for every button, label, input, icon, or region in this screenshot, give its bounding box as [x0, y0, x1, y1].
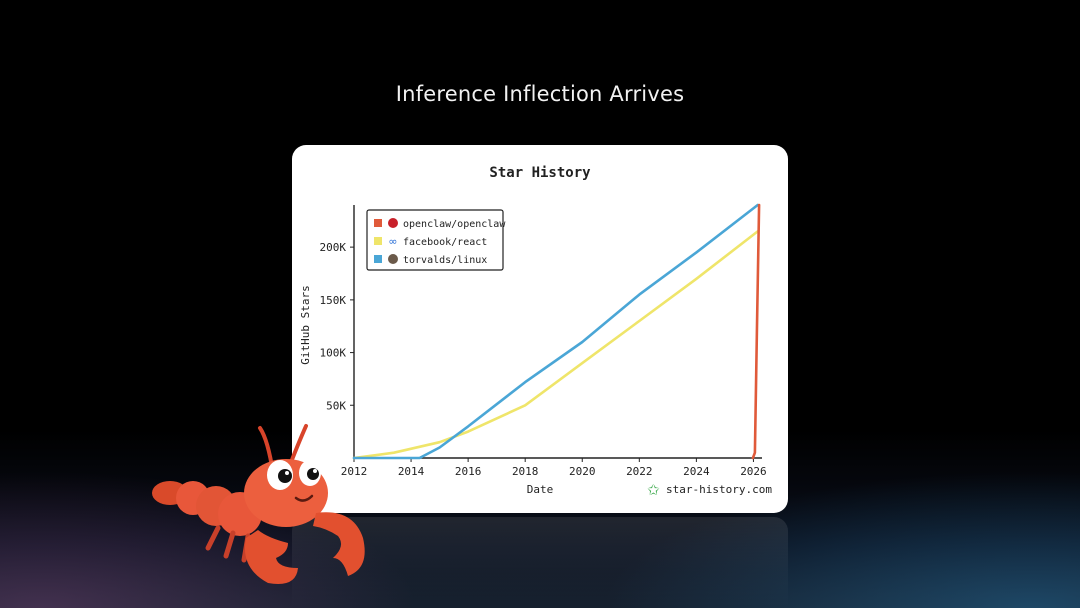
- series-line-openclaw: [751, 203, 761, 460]
- legend-label-react: facebook/react: [403, 237, 487, 248]
- legend-label-linux: torvalds/linux: [403, 255, 487, 266]
- x-axis-ticks: 2012 2014 2016 2018 2020 2022 2024 2026: [341, 458, 767, 478]
- x-axis-label: Date: [527, 483, 554, 496]
- lobster-eye-shine-left: [285, 471, 289, 475]
- y-axis-label: GitHub Stars: [299, 285, 312, 364]
- lobster-pupil-left: [278, 469, 292, 483]
- legend-swatch-react: [374, 237, 382, 245]
- legend-swatch-openclaw: [374, 219, 382, 227]
- headline: Inference Inflection Arrives: [395, 82, 685, 106]
- lobster-claw-right: [313, 512, 365, 576]
- y-tick-label: 200K: [320, 241, 347, 254]
- meta-infinity-icon: ∞: [388, 235, 397, 248]
- branding-text: star-history.com: [666, 483, 772, 496]
- lobster-claw-left: [244, 530, 298, 584]
- legend-item-openclaw: openclaw/openclaw: [374, 218, 506, 230]
- y-tick-label: 100K: [320, 347, 347, 360]
- series-lines: [352, 203, 761, 460]
- legend-box: [366, 209, 504, 271]
- x-tick-label: 2014: [398, 465, 425, 478]
- x-tick-label: 2012: [341, 465, 368, 478]
- legend-item-react: ∞ facebook/react: [374, 235, 487, 248]
- star-logo-icon: ✩: [647, 481, 660, 499]
- lobster-eye-shine-right: [313, 469, 317, 473]
- chart-legend: openclaw/openclaw ∞ facebook/react torva…: [366, 209, 506, 271]
- x-tick-label: 2020: [569, 465, 596, 478]
- openclaw-avatar-icon: [388, 218, 398, 228]
- x-tick-label: 2016: [455, 465, 482, 478]
- y-tick-label: 50K: [326, 399, 346, 412]
- series-line-linux: [352, 203, 759, 460]
- y-tick-label: 150K: [320, 294, 347, 307]
- lobster-pupil-right: [307, 468, 319, 480]
- legend-swatch-linux: [374, 255, 382, 263]
- x-tick-label: 2018: [512, 465, 539, 478]
- branding: ✩ star-history.com: [647, 481, 772, 499]
- series-line-react: [352, 230, 759, 460]
- star-history-card: Star History GitHub Stars Date 50K 100K 15…: [292, 145, 788, 513]
- x-tick-label: 2022: [626, 465, 653, 478]
- lobster-smile: [294, 494, 314, 502]
- x-tick-label: 2026: [740, 465, 767, 478]
- legend-label-openclaw: openclaw/openclaw: [403, 219, 506, 230]
- x-tick-label: 2024: [683, 465, 710, 478]
- lobster-mascot-icon: [152, 424, 365, 584]
- linux-avatar-icon: [388, 254, 398, 264]
- card-reflection: [292, 517, 788, 608]
- y-axis-ticks: 50K 100K 150K 200K: [320, 241, 354, 412]
- legend-item-linux: torvalds/linux: [374, 254, 487, 266]
- star-history-chart: Star History GitHub Stars Date 50K 100K 15…: [299, 165, 772, 499]
- chart-title: Star History: [489, 165, 591, 181]
